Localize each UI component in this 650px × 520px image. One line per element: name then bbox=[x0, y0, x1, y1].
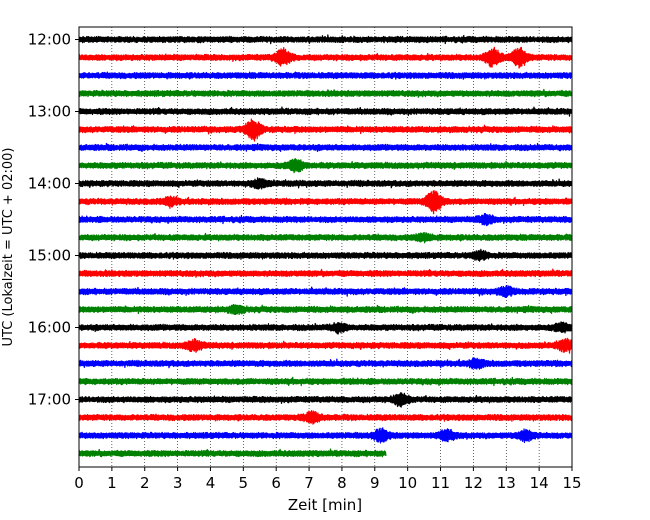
x-tick-label-11: 11 bbox=[431, 474, 450, 492]
trace-1345 bbox=[78, 158, 573, 174]
x-tick-label-2: 2 bbox=[140, 474, 150, 492]
plot-frame bbox=[78, 26, 573, 468]
x-tick-label-15: 15 bbox=[562, 474, 581, 492]
y-axis-label: UTC (Lokalzeit = UTC + 02:00) bbox=[1, 148, 16, 347]
y-tick-label-4: 16:00 bbox=[28, 319, 71, 337]
x-tick-label-6: 6 bbox=[271, 474, 281, 492]
trace-1630 bbox=[78, 357, 573, 370]
trace-1430 bbox=[78, 213, 573, 227]
x-tick-label-13: 13 bbox=[497, 474, 516, 492]
trace-1530 bbox=[78, 284, 573, 299]
trace-1700 bbox=[78, 392, 573, 408]
trace-1745 bbox=[78, 448, 387, 458]
trace-1200 bbox=[78, 34, 573, 45]
vertical-gridlines bbox=[111, 27, 540, 467]
x-tick-label-3: 3 bbox=[173, 474, 183, 492]
trace-1615 bbox=[78, 337, 573, 354]
trace-1215 bbox=[78, 46, 573, 69]
y-tick-label-0: 12:00 bbox=[28, 31, 71, 49]
trace-1545 bbox=[78, 303, 573, 316]
trace-1315 bbox=[78, 118, 573, 142]
x-tick-label-10: 10 bbox=[398, 474, 417, 492]
trace-1715 bbox=[78, 409, 573, 425]
x-tick-label-5: 5 bbox=[239, 474, 249, 492]
x-tick-label-9: 9 bbox=[370, 474, 380, 492]
trace-1400 bbox=[78, 177, 573, 190]
x-axis-label: Zeit [min] bbox=[288, 496, 362, 514]
seismogram-traces bbox=[78, 34, 573, 458]
x-tick-label-4: 4 bbox=[206, 474, 216, 492]
x-axis-ticks: 0 1 2 3 4 5 6 7 8 9 10 11 12 13 14 15 bbox=[74, 467, 582, 492]
x-tick-label-7: 7 bbox=[304, 474, 314, 492]
x-tick-label-8: 8 bbox=[337, 474, 347, 492]
trace-1730 bbox=[78, 427, 573, 444]
x-tick-label-14: 14 bbox=[530, 474, 549, 492]
trace-1330 bbox=[78, 142, 573, 153]
trace-1245 bbox=[78, 88, 573, 98]
trace-1300 bbox=[78, 106, 573, 117]
trace-1600 bbox=[78, 321, 573, 335]
x-tick-label-12: 12 bbox=[464, 474, 483, 492]
y-tick-label-5: 17:00 bbox=[28, 391, 71, 409]
trace-1500 bbox=[78, 248, 573, 262]
y-axis-ticks: 12:00 13:00 14:00 15:00 16:00 17:00 bbox=[28, 31, 79, 409]
x-tick-label-1: 1 bbox=[107, 474, 117, 492]
trace-1230 bbox=[78, 71, 573, 80]
y-tick-label-3: 15:00 bbox=[28, 247, 71, 265]
x-tick-label-0: 0 bbox=[74, 474, 84, 492]
y-tick-label-1: 13:00 bbox=[28, 103, 71, 121]
trace-1645 bbox=[78, 376, 573, 387]
trace-1415 bbox=[78, 190, 573, 215]
trace-1445 bbox=[78, 231, 573, 244]
y-tick-label-2: 14:00 bbox=[28, 175, 71, 193]
trace-1515 bbox=[78, 268, 573, 278]
